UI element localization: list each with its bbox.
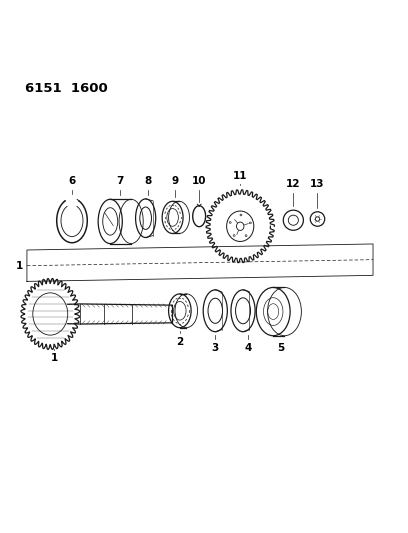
Text: 1: 1	[51, 353, 58, 363]
Text: 13: 13	[310, 179, 325, 189]
Text: 2: 2	[176, 337, 184, 347]
Text: 8: 8	[144, 176, 151, 186]
Text: 5: 5	[278, 343, 285, 353]
Text: 1: 1	[16, 261, 23, 271]
Text: 4: 4	[244, 343, 252, 353]
Text: 3: 3	[212, 343, 219, 353]
Text: 6151  1600: 6151 1600	[25, 82, 108, 95]
Text: 12: 12	[286, 179, 301, 189]
Text: 9: 9	[171, 176, 178, 186]
Text: 10: 10	[192, 176, 206, 186]
Text: 6: 6	[69, 176, 75, 186]
Text: 7: 7	[117, 176, 124, 186]
Text: 11: 11	[233, 171, 248, 181]
